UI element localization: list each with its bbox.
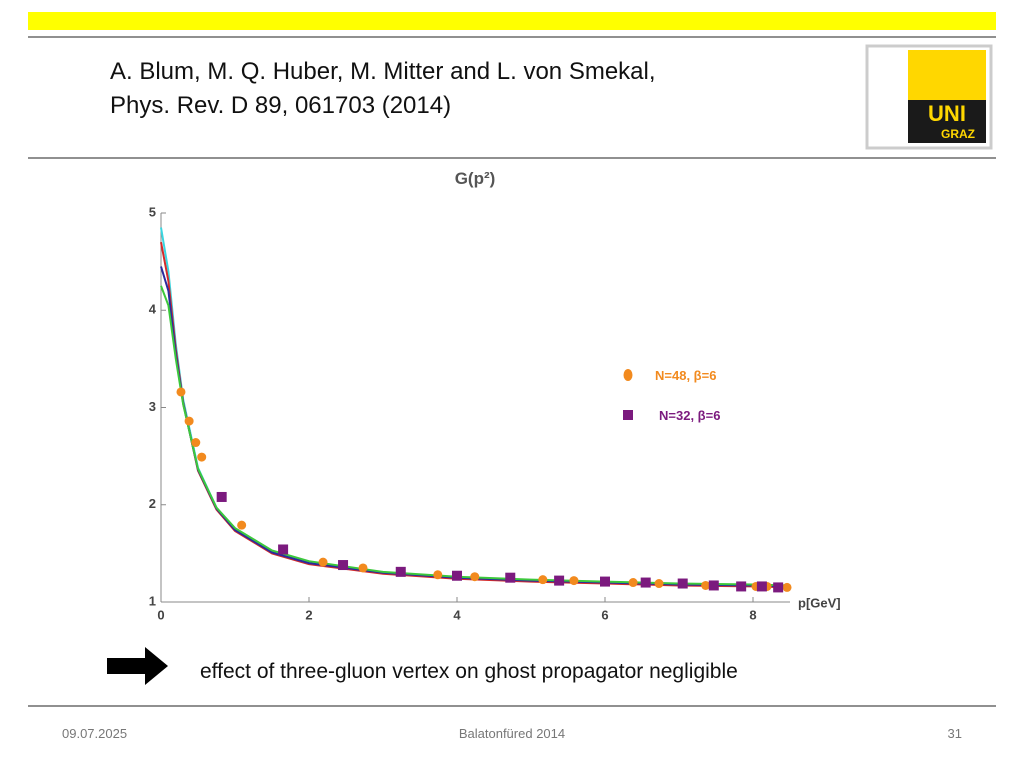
- arrow: [107, 647, 168, 685]
- data-point: [176, 387, 186, 397]
- legend-label: N=32, β=6: [659, 408, 720, 423]
- y-tick-label: 5: [149, 204, 156, 219]
- data-point: [640, 577, 651, 588]
- reference: Phys. Rev. D 89, 061703 (2014): [110, 92, 451, 119]
- data-point: [600, 576, 610, 587]
- data-point: [197, 452, 207, 462]
- data-point: [654, 579, 664, 589]
- logo-band: [908, 100, 986, 143]
- top-bar: [28, 12, 996, 30]
- data-point: [701, 580, 711, 590]
- chart-title: G(p²): [455, 169, 496, 188]
- data-point: [782, 582, 792, 592]
- footer-event: Balatonfüred 2014: [459, 726, 565, 741]
- data-point: [395, 566, 406, 577]
- x-tick-label: 6: [601, 607, 608, 622]
- data-point: [278, 544, 289, 555]
- data-point: [470, 572, 480, 582]
- data-point: [756, 581, 767, 592]
- x-tick-label: 4: [453, 607, 461, 622]
- data-point: [318, 557, 328, 567]
- data-point: [216, 491, 227, 502]
- x-tick-label: 0: [157, 607, 164, 622]
- data-point: [554, 575, 565, 586]
- data-point: [191, 438, 201, 448]
- data-point: [358, 563, 368, 573]
- y-tick-label: 2: [149, 496, 156, 511]
- data-point: [736, 581, 747, 592]
- data-point: [708, 580, 719, 591]
- footer-page: 31: [948, 726, 962, 741]
- data-point: [452, 570, 462, 581]
- x-tick-label: 8: [749, 607, 756, 622]
- legend-marker: [623, 369, 633, 381]
- data-point: [433, 570, 443, 580]
- y-tick-label: 4: [149, 302, 157, 317]
- footer-date: 09.07.2025: [62, 726, 127, 741]
- data-point: [677, 578, 688, 589]
- data-point: [628, 578, 638, 588]
- data-point: [538, 575, 548, 585]
- y-tick-label: 1: [149, 593, 156, 608]
- y-tick-label: 3: [149, 399, 156, 414]
- curve: [160, 285, 791, 587]
- authors: A. Blum, M. Q. Huber, M. Mitter and L. v…: [110, 58, 656, 85]
- data-point: [505, 572, 516, 583]
- curve: [160, 266, 791, 588]
- data-point: [184, 416, 194, 426]
- x-axis-label: p[GeV]: [798, 595, 841, 610]
- data-point: [773, 582, 784, 593]
- data-point: [237, 520, 247, 530]
- conclusion: effect of three-gluon vertex on ghost pr…: [200, 660, 738, 683]
- legend-marker: [623, 410, 633, 420]
- x-tick-label: 2: [305, 607, 312, 622]
- legend-label: N=48, β=6: [655, 368, 716, 383]
- data-point: [569, 576, 579, 586]
- logo-text: GRAZ: [941, 127, 975, 141]
- logo-text: UNI: [928, 101, 966, 126]
- curve: [160, 227, 791, 588]
- data-point: [338, 560, 349, 571]
- chart: G(p²) 0 2 4 6 8 1 2 3 4 5 p[GeV] N=48, β=6 N=32, β=6: [149, 169, 841, 622]
